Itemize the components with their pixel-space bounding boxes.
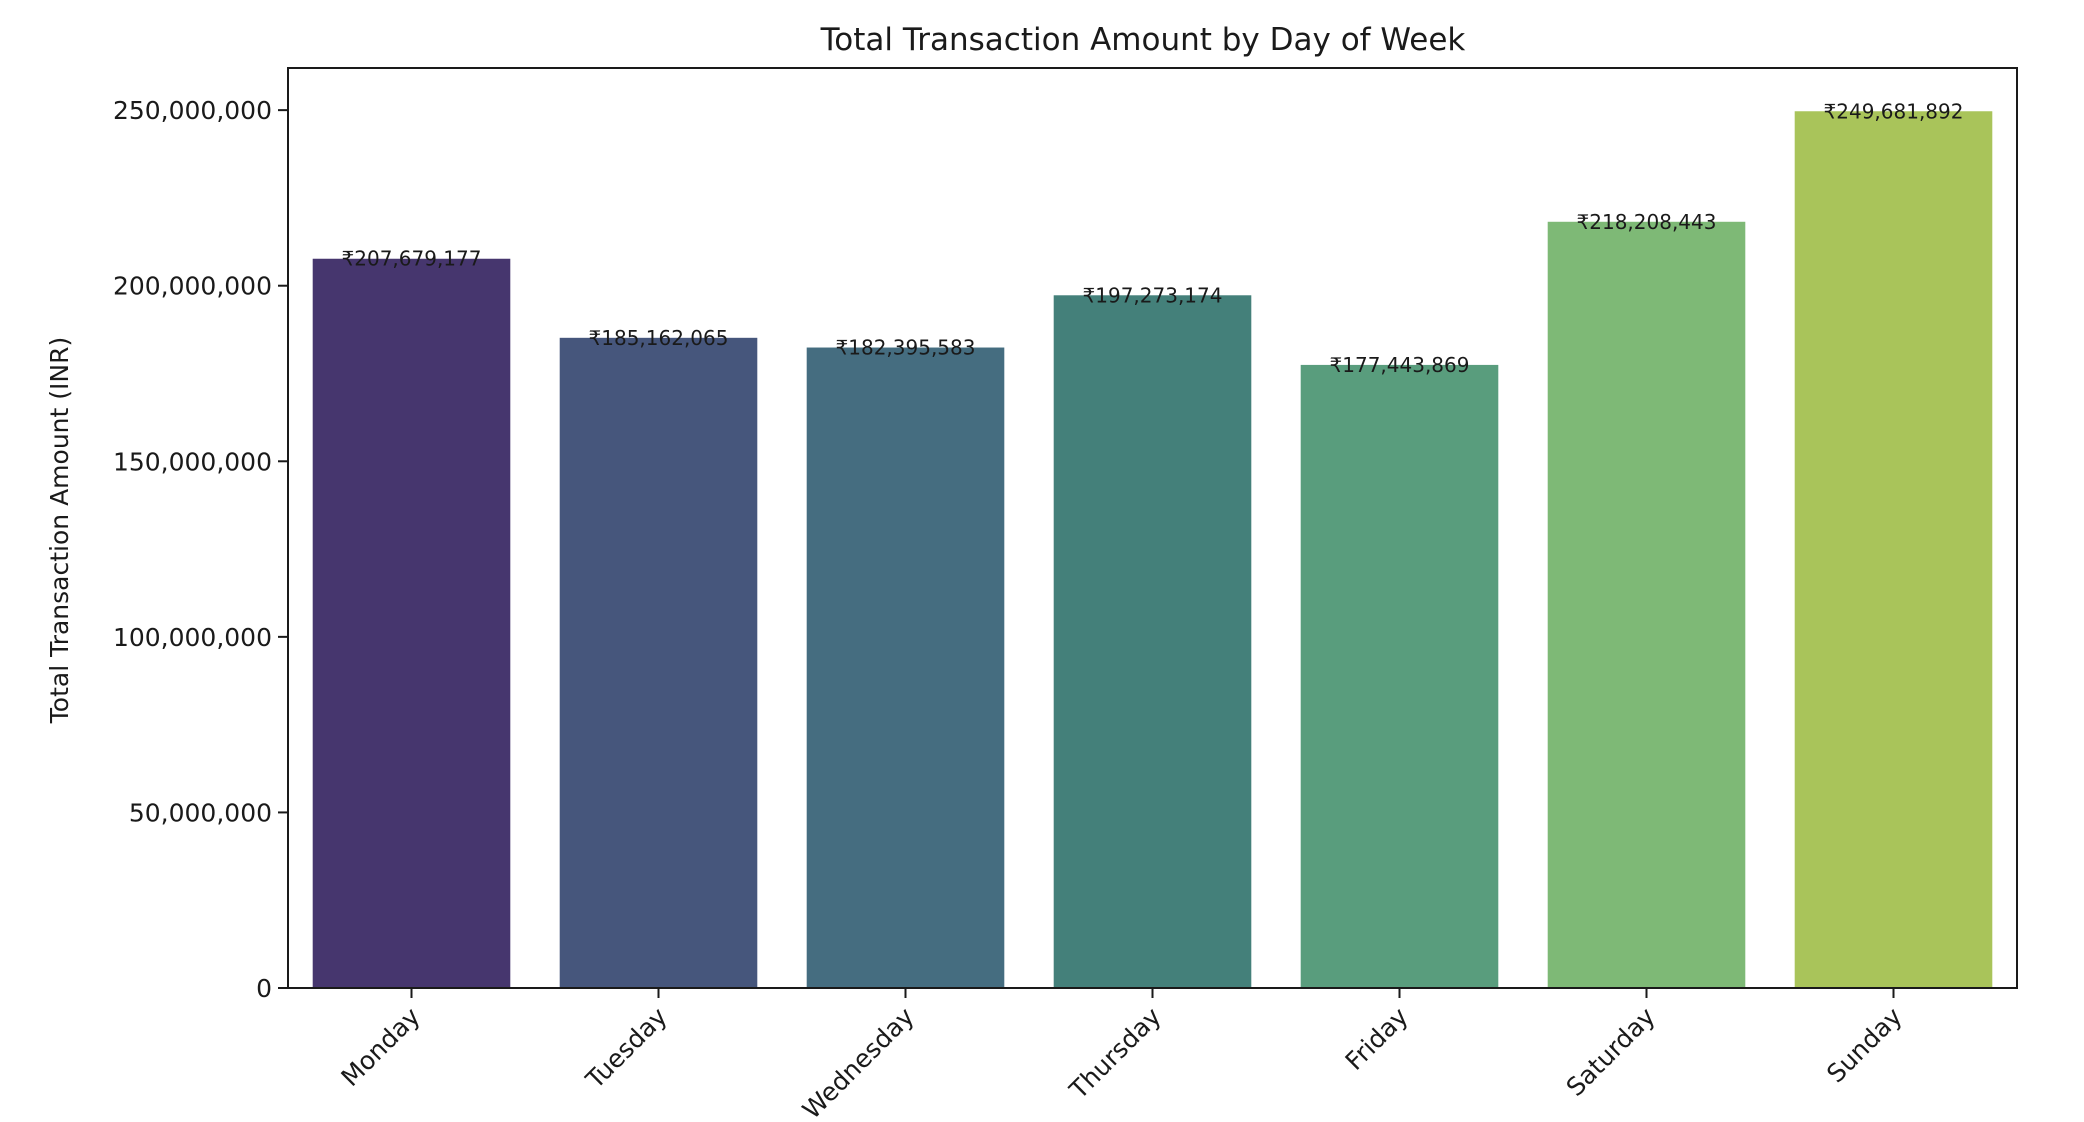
bar-tuesday [559,337,758,988]
bar-value-label: ₹177,443,869 [1330,353,1470,377]
bar-value-label: ₹182,395,583 [836,336,976,360]
bar-value-label: ₹197,273,174 [1083,283,1223,307]
bar-wednesday [806,347,1005,988]
bar-value-labels: ₹207,679,177 ₹185,162,065 ₹182,395,583 ₹197… [342,99,1964,377]
x-tick-label: Saturday [1561,1002,1661,1102]
x-tick-label: Sunday [1821,1002,1908,1089]
y-tick-label: 0 [256,974,272,1003]
bar-sunday [1794,111,1993,989]
bar-monday [312,258,511,988]
x-tick-label: Friday [1340,1002,1414,1076]
y-axis-ticks: 0 50,000,000 100,000,000 150,000,000 200,000… [113,96,288,1003]
bar-saturday [1547,221,1746,989]
bar-value-label: ₹207,679,177 [342,247,482,271]
plot-frame [287,67,2018,989]
y-tick-label: 100,000,000 [113,623,272,652]
x-tick-label: Thursday [1063,1002,1167,1106]
y-axis-label: Total Transaction Amount (INR) [45,337,74,724]
x-tick-label: Monday [335,1002,425,1092]
x-tick-label: Tuesday [580,1002,673,1095]
x-axis-ticks: Monday Tuesday Wednesday Thursday Friday Satu… [335,988,1908,1122]
chart-title: Total Transaction Amount by Day of Week [820,22,1466,58]
y-tick-label: 250,000,000 [113,96,272,125]
bar-friday [1300,364,1499,988]
y-tick-label: 50,000,000 [129,798,272,827]
bar-thursday [1053,295,1252,988]
y-tick-label: 200,000,000 [113,272,272,301]
y-tick-label: 150,000,000 [113,447,272,476]
bar-value-label: ₹185,162,065 [589,326,729,350]
bar-value-label: ₹249,681,892 [1824,99,1964,123]
bar-value-label: ₹218,208,443 [1577,210,1717,234]
x-tick-label: Wednesday [797,1002,920,1122]
bars [312,111,1993,989]
